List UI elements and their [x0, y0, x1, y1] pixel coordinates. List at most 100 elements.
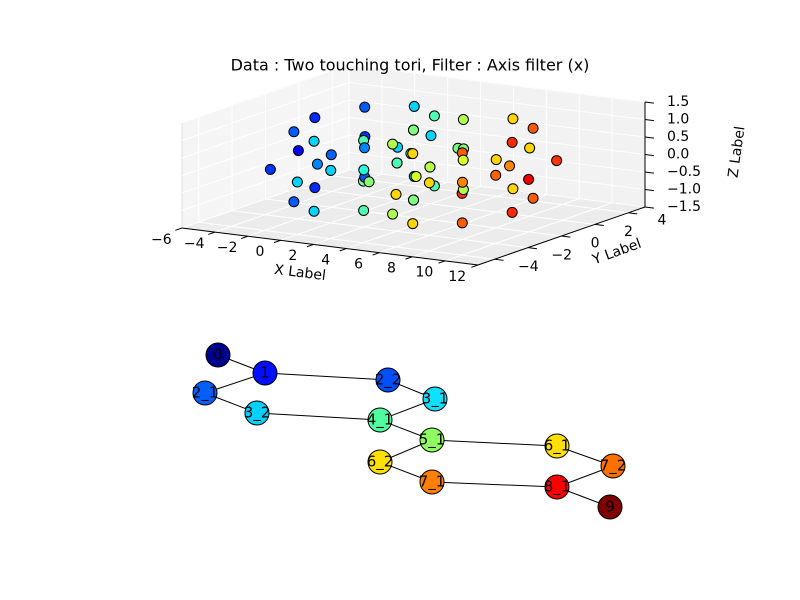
point [309, 112, 321, 124]
point [523, 173, 535, 185]
node-label: 2_2 [375, 371, 402, 390]
point [387, 138, 399, 150]
x-tick-label: 0 [256, 244, 265, 260]
x-tick-label: 4 [321, 252, 330, 268]
point [387, 208, 399, 220]
y-tick-label: −4 [518, 259, 539, 275]
z-tick-label: −1.5 [667, 199, 701, 215]
node [375, 367, 401, 393]
grid-line [232, 210, 529, 249]
node-label: 0 [213, 346, 223, 364]
tick-mark [644, 136, 654, 139]
point [408, 194, 419, 206]
point [358, 204, 370, 216]
x-tick-label: 8 [387, 261, 396, 277]
tick-mark [644, 171, 654, 174]
node [600, 453, 626, 479]
x-tick-label: 12 [448, 269, 466, 285]
point [506, 206, 518, 218]
y-tick-label: 2 [624, 224, 633, 240]
grid-line [181, 99, 350, 159]
node [544, 474, 570, 500]
tick-mark [175, 227, 183, 231]
grid-line [181, 134, 350, 194]
point [408, 124, 419, 136]
point [325, 149, 337, 161]
point [424, 161, 436, 173]
grid-line [198, 221, 495, 260]
tick-mark [644, 154, 654, 157]
z-tick-label: 1.0 [667, 112, 689, 128]
y-tick-label: −2 [551, 247, 572, 263]
grid-line [181, 64, 350, 124]
points [264, 100, 563, 230]
tick-mark [306, 243, 314, 248]
grid-line [265, 198, 562, 237]
node [192, 380, 218, 406]
tick-mark [471, 264, 479, 268]
point [308, 205, 320, 217]
edge [264, 372, 389, 381]
node [367, 449, 393, 475]
tick-mark [405, 256, 413, 260]
point [428, 110, 440, 122]
grid-line [348, 64, 646, 103]
node [597, 494, 623, 520]
node-label: 7_2 [600, 457, 627, 476]
graph: 0 1 2_1 2_2 3_2 3_1 4_1 5_1 6_2 7_1 6_1 7_2 8_1 9 [192, 342, 627, 520]
tick-mark [528, 247, 538, 250]
point [325, 164, 337, 176]
grid-line [181, 82, 350, 141]
node-label: 3_1 [422, 390, 449, 409]
x-tick-label: −2 [217, 240, 238, 256]
node [544, 433, 570, 459]
z-tick-label: 1.5 [667, 94, 689, 110]
point [308, 135, 320, 147]
tick-mark [594, 223, 604, 227]
tick-mark [644, 189, 654, 192]
point [507, 113, 519, 125]
point [490, 154, 502, 166]
point [264, 163, 276, 175]
node-label: 7_1 [419, 473, 446, 492]
node-label: 6_2 [367, 453, 394, 472]
point [457, 154, 469, 166]
tick-mark [438, 260, 446, 264]
node-label: 8_1 [544, 478, 571, 497]
point [408, 100, 420, 112]
node [422, 386, 448, 412]
point [507, 183, 519, 195]
point [456, 217, 468, 229]
x-tick-label: 2 [288, 248, 297, 264]
node [419, 469, 445, 495]
point [504, 160, 516, 172]
tick-mark [339, 248, 347, 252]
tick-mark [494, 258, 504, 261]
z-tick-label: −1.0 [667, 182, 701, 198]
point [410, 170, 422, 182]
point [524, 142, 536, 154]
node-label: 6_1 [544, 437, 571, 456]
grid-line [181, 117, 350, 176]
point [391, 157, 403, 169]
tick-mark [208, 231, 216, 235]
point [423, 177, 435, 189]
tick-mark [561, 235, 571, 238]
point [311, 158, 323, 170]
chart-title: Data : Two touching tori, Filter : Axis … [231, 56, 590, 75]
node-label: 3_2 [244, 404, 271, 423]
point [527, 122, 539, 134]
x-tick-label: −6 [151, 232, 172, 248]
point [407, 148, 419, 160]
y-tick-label: 4 [657, 213, 666, 229]
point [363, 176, 375, 188]
x-tick-label: −4 [184, 236, 205, 252]
point [291, 176, 303, 188]
tick-mark [644, 119, 654, 122]
node-label: 2_1 [192, 384, 219, 403]
point [506, 136, 518, 148]
tick-mark [644, 101, 654, 104]
tick-mark [628, 212, 638, 215]
point [309, 182, 321, 194]
